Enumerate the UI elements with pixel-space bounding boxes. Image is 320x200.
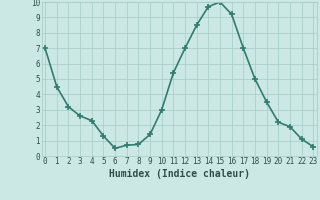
X-axis label: Humidex (Indice chaleur): Humidex (Indice chaleur): [109, 169, 250, 179]
